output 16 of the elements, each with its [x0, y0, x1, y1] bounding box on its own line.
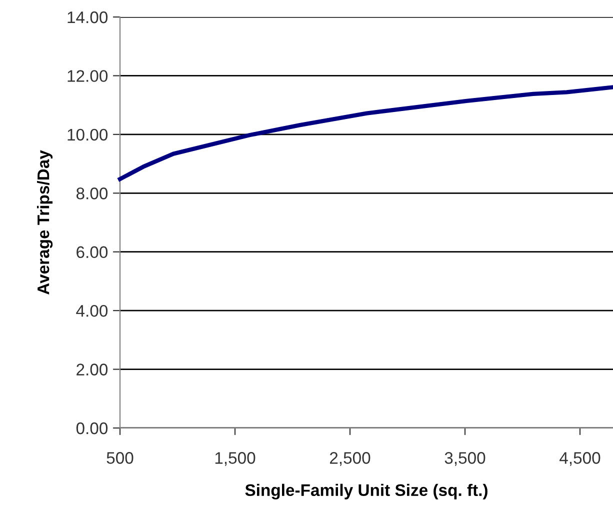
- x-tick-label: 4,500: [560, 452, 600, 466]
- y-tick-label: 12.00: [68, 70, 108, 82]
- line-series: [118, 85, 613, 182]
- x-tick-label: 1,500: [215, 452, 256, 466]
- y-tick-label: 2.00: [76, 364, 108, 376]
- y-tick-label: 10.00: [68, 128, 108, 141]
- y-tick-label: 0.00: [76, 422, 108, 434]
- x-axis-title: Single-Family Unit Size (sq. ft.): [245, 484, 488, 500]
- x-tick-label: 3,500: [444, 452, 486, 466]
- y-tick-label: 8.00: [76, 188, 108, 200]
- y-axis-title: Average Trips/Day: [36, 150, 53, 294]
- y-tick-label: 4.00: [76, 304, 108, 317]
- y-tick-label: 14.00: [68, 11, 108, 24]
- x-tick-label: 2,500: [330, 452, 370, 466]
- x-tick-label: 500: [106, 452, 134, 464]
- y-tick-label: 6.00: [76, 246, 108, 258]
